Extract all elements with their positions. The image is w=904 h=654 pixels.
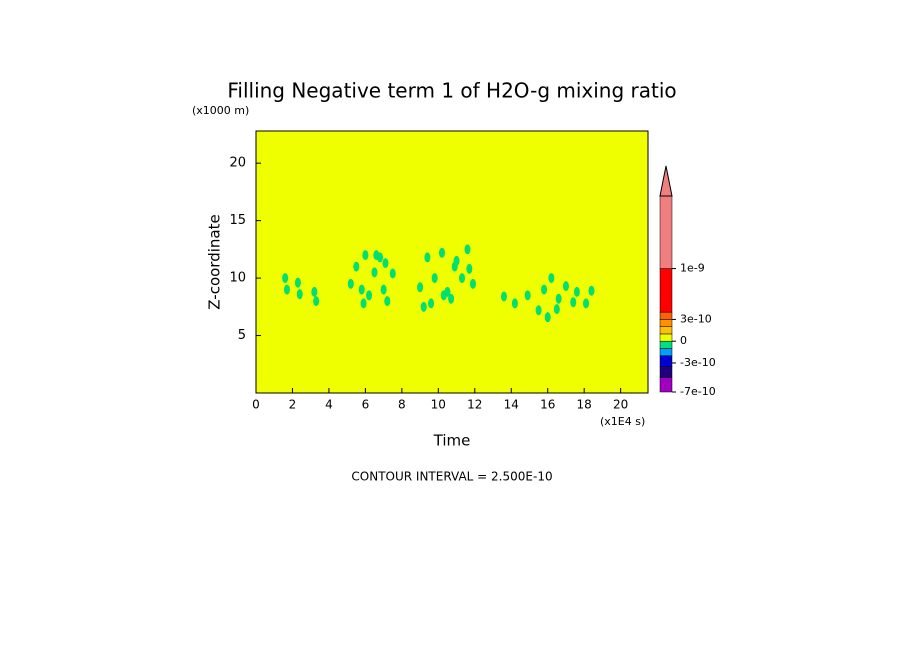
note: CONTOUR INTERVAL = 2.500E-10 <box>351 470 552 484</box>
chart-title: Filling Negative term 1 of H2O-g mixing … <box>227 79 676 103</box>
colorbar-segment <box>659 311 673 320</box>
contour-patch <box>464 244 471 255</box>
x-tick-label: 20 <box>613 398 628 412</box>
contour-patch <box>353 261 360 272</box>
contour-patch <box>588 285 595 296</box>
colorbar-segment <box>659 348 673 356</box>
contour-patch <box>583 298 590 309</box>
contour-patch <box>362 250 369 261</box>
contour-patch <box>535 305 542 316</box>
x-label: Time <box>433 432 471 450</box>
contour-patch <box>313 296 320 307</box>
contour-patch <box>417 282 424 293</box>
contour-patch <box>389 268 396 279</box>
contour-patch <box>366 290 373 301</box>
contour-patch <box>431 273 438 284</box>
x-unit: (x1E4 s) <box>600 415 645 428</box>
contour-patch <box>570 297 577 308</box>
contour-patch <box>384 296 391 307</box>
y-tick-label: 20 <box>229 156 246 171</box>
colorbar-tick-label: -7e-10 <box>680 385 716 398</box>
contour-patch <box>296 289 303 300</box>
contour-patch <box>448 293 455 304</box>
x-tick-label: 6 <box>362 398 370 412</box>
contour-patch <box>380 284 387 295</box>
colorbar-segment <box>659 319 673 327</box>
contour-patch <box>500 291 507 302</box>
colorbar-segment <box>659 355 673 367</box>
contour-patch <box>438 247 445 258</box>
x-tick-label: 8 <box>398 398 406 412</box>
colorbar-segment <box>659 326 673 335</box>
contour-patch <box>294 277 301 288</box>
contour-patch <box>524 290 531 301</box>
contour-patch <box>358 284 365 295</box>
y-unit: (x1000 m) <box>192 104 249 117</box>
x-tick-label: 4 <box>325 398 333 412</box>
contour-patch <box>562 281 569 292</box>
colorbar-segment <box>659 340 673 349</box>
y-tick-label: 15 <box>229 213 246 228</box>
contour-patch <box>573 286 580 297</box>
colorbar-segment <box>659 195 673 269</box>
contour-patch <box>466 263 473 274</box>
contour-patch <box>555 293 562 304</box>
colorbar-tick-label: 3e-10 <box>680 312 712 325</box>
plot-background <box>256 131 648 393</box>
contour-patch <box>347 278 354 289</box>
x-tick-label: 0 <box>252 398 260 412</box>
contour-patch <box>469 278 476 289</box>
contour-patch <box>371 267 378 278</box>
contour-patch <box>311 286 318 297</box>
colorbar-tick-label: -3e-10 <box>680 356 716 369</box>
contour-patch <box>283 284 290 295</box>
contour-patch <box>453 255 460 266</box>
colorbar-tick-label: 0 <box>680 334 687 347</box>
plot-frame <box>255 130 649 394</box>
contour-patch <box>420 301 427 312</box>
colorbar-segment <box>659 377 673 393</box>
contour-patch <box>440 290 447 301</box>
x-tick-label: 14 <box>504 398 519 412</box>
y-label: Z-coordinate <box>206 214 224 309</box>
contour-patch <box>373 250 380 261</box>
contour-patch <box>544 312 551 323</box>
y-tick-label: 10 <box>229 271 246 286</box>
x-tick-label: 18 <box>577 398 592 412</box>
x-tick-label: 16 <box>540 398 555 412</box>
x-tick-label: 2 <box>289 398 297 412</box>
colorbar-segment <box>659 268 673 313</box>
x-tick-label: 12 <box>467 398 482 412</box>
contour-patch <box>282 273 289 284</box>
contour-patch <box>548 273 555 284</box>
y-tick-label: 5 <box>238 328 246 343</box>
contour-patch <box>553 304 560 315</box>
colorbar-segment <box>659 366 673 378</box>
contour-patch <box>459 273 466 284</box>
contour-patch <box>424 252 431 263</box>
x-tick-label: 10 <box>431 398 446 412</box>
contour-patch <box>382 258 389 269</box>
contour-patch <box>511 298 518 309</box>
colorbar-extend <box>659 165 673 197</box>
colorbar-tick-label: 1e-9 <box>680 262 705 275</box>
contour-patch <box>360 298 367 309</box>
contour-patch <box>428 298 435 309</box>
colorbar-segment <box>659 333 673 342</box>
contour-patch <box>541 284 548 295</box>
